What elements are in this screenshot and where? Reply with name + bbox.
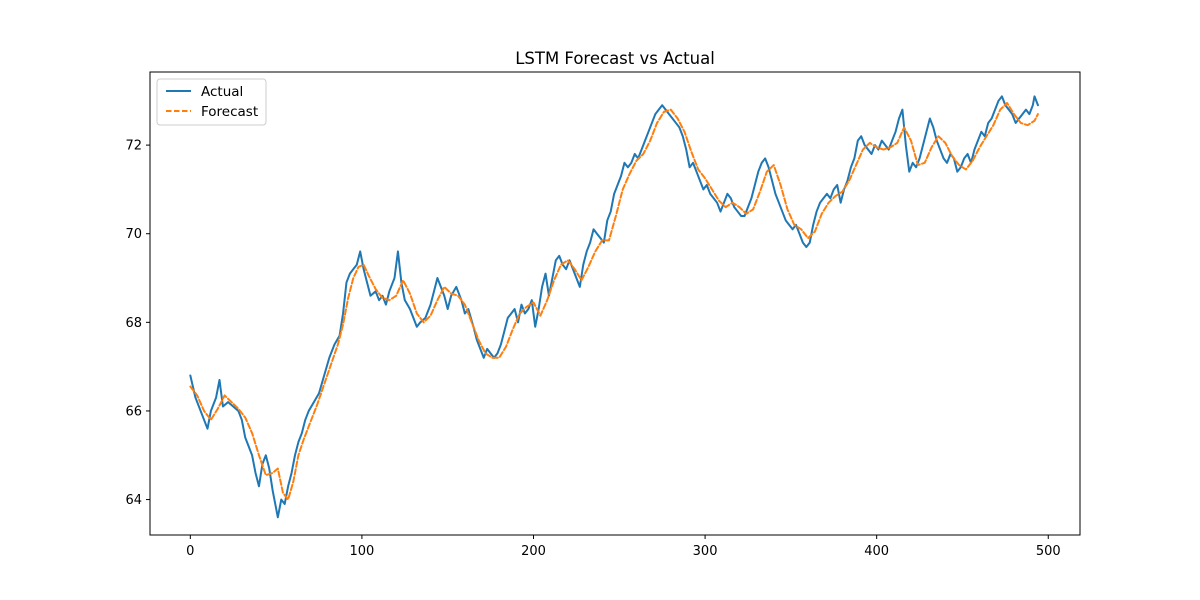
x-tick-label: 0	[186, 544, 194, 559]
y-tick-label: 64	[125, 493, 142, 508]
x-tick-label: 500	[1036, 544, 1061, 559]
x-tick-label: 200	[521, 544, 546, 559]
legend-label-forecast: Forecast	[201, 104, 258, 120]
x-axis: 0 100 200 300 400 500	[186, 535, 1061, 559]
legend-label-actual: Actual	[201, 84, 243, 100]
y-tick-label: 68	[125, 316, 142, 331]
series-line-forecast	[189, 102, 1039, 501]
series-layer	[189, 95, 1039, 519]
y-axis: 64 66 68 70 72	[125, 139, 150, 508]
x-tick-label: 100	[349, 544, 374, 559]
chart-title: LSTM Forecast vs Actual	[515, 49, 715, 68]
x-tick-label: 400	[864, 544, 889, 559]
y-tick-label: 70	[125, 227, 142, 242]
legend: Actual Forecast	[156, 78, 267, 126]
plot-frame	[149, 71, 1081, 536]
series-line-actual	[189, 95, 1039, 519]
y-tick-label: 66	[125, 404, 142, 419]
x-tick-label: 300	[693, 544, 718, 559]
y-tick-label: 72	[125, 139, 142, 154]
